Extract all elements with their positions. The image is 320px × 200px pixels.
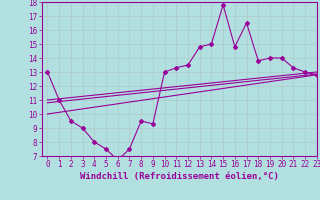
X-axis label: Windchill (Refroidissement éolien,°C): Windchill (Refroidissement éolien,°C)	[80, 172, 279, 181]
